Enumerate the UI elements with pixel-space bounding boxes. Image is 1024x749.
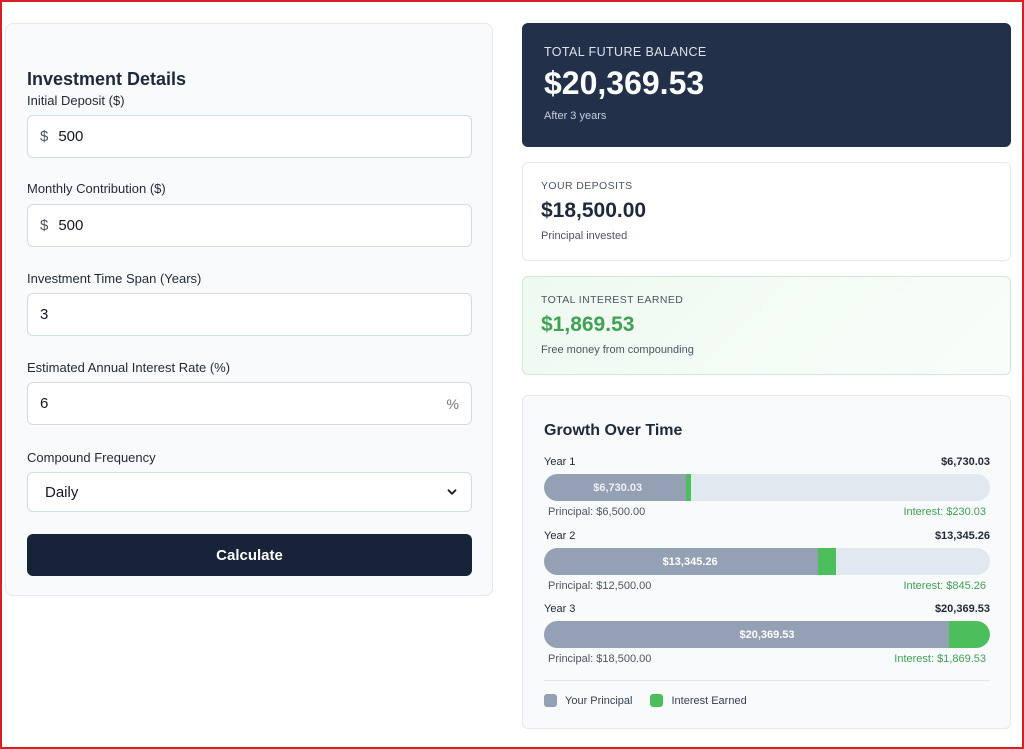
year-label: Year 1: [544, 456, 576, 468]
interest-caption: TOTAL INTEREST EARNED: [541, 294, 684, 306]
interest-segment: [817, 548, 837, 575]
interest-rate-label: Estimated Annual Interest Rate (%): [27, 360, 231, 375]
dollar-prefix: $: [40, 217, 49, 234]
growth-title: Growth Over Time: [544, 422, 683, 439]
interest-card: TOTAL INTEREST EARNED $1,869.53 Free mon…: [522, 276, 1011, 375]
bar-total-label: $20,369.53: [739, 628, 795, 641]
initial-deposit-label: Initial Deposit ($): [27, 93, 125, 108]
deposits-value: $18,500.00: [541, 199, 647, 222]
interest-rate-value: 6: [40, 395, 49, 412]
interest-text: Interest: $1,869.53: [894, 653, 986, 665]
year-row: Year 1 $6,730.03 $6,730.03 Principal: $6…: [544, 456, 990, 518]
form-title: Investment Details: [27, 69, 187, 89]
interest-segment: [686, 474, 692, 501]
interest-value: $1,869.53: [541, 313, 635, 336]
deposits-caption: YOUR DEPOSITS: [541, 180, 633, 192]
principal-text: Principal: $6,500.00: [548, 506, 646, 518]
interest-text: Interest: $845.26: [903, 580, 986, 592]
compound-frequency-value: Daily: [45, 483, 79, 501]
legend-item-interest: Interest Earned: [650, 694, 747, 707]
dollar-prefix: $: [40, 128, 49, 145]
principal-segment: [544, 474, 687, 501]
principal-text: Principal: $12,500.00: [548, 580, 652, 592]
monthly-contribution-value: 500: [58, 217, 84, 234]
interest-text: Interest: $230.03: [903, 506, 986, 518]
total-balance-value: $20,369.53: [544, 65, 705, 101]
total-balance-caption: TOTAL FUTURE BALANCE: [544, 45, 707, 59]
principal-text: Principal: $18,500.00: [548, 653, 652, 665]
interest-sub: Free money from compounding: [541, 344, 694, 356]
year-row: Year 2 $13,345.26 $13,345.26 Principal: …: [544, 530, 990, 592]
growth-legend: Your Principal Interest Earned: [544, 694, 765, 707]
growth-bar: $13,345.26: [544, 548, 990, 575]
monthly-contribution-label: Monthly Contribution ($): [27, 181, 166, 196]
legend-principal-label: Your Principal: [565, 694, 633, 707]
deposits-card: YOUR DEPOSITS $18,500.00 Principal inves…: [522, 162, 1011, 261]
bar-total-label: $6,730.03: [593, 481, 643, 494]
calculate-button[interactable]: Calculate: [27, 534, 472, 576]
year-label: Year 2: [544, 530, 576, 542]
year-label: Year 3: [544, 603, 576, 615]
principal-swatch: [544, 694, 557, 707]
time-span-label: Investment Time Span (Years): [27, 271, 202, 286]
interest-rate-input[interactable]: 6 %: [27, 382, 472, 425]
bar-total-label: $13,345.26: [662, 555, 718, 568]
legend-item-principal: Your Principal: [544, 694, 632, 707]
initial-deposit-value: 500: [58, 128, 84, 145]
year-total: $13,345.26: [934, 530, 990, 542]
percent-suffix: %: [446, 395, 459, 412]
chevron-down-icon: [447, 489, 457, 495]
growth-card: Growth Over Time Year 1 $6,730.03 $6,730…: [522, 395, 1011, 729]
compound-frequency-label: Compound Frequency: [27, 450, 156, 465]
monthly-contribution-input[interactable]: $ 500: [27, 204, 472, 247]
time-span-input[interactable]: 3: [27, 293, 472, 336]
year-total: $6,730.03: [941, 456, 990, 468]
initial-deposit-input[interactable]: $ 500: [27, 115, 472, 158]
growth-bar: $6,730.03: [544, 474, 990, 501]
interest-swatch: [650, 694, 664, 707]
growth-bar: $20,369.53: [544, 621, 990, 648]
year-total: $20,369.53: [934, 603, 990, 615]
legend-divider: [544, 680, 990, 681]
year-row: Year 3 $20,369.53 $20,369.53 Principal: …: [544, 603, 990, 665]
investment-form-card: Investment Details Initial Deposit ($) $…: [5, 23, 493, 596]
interest-segment: [949, 621, 990, 648]
principal-segment: [544, 621, 950, 648]
total-balance-sub: After 3 years: [544, 110, 607, 122]
time-span-value: 3: [40, 306, 49, 323]
deposits-sub: Principal invested: [541, 230, 628, 242]
compound-frequency-select[interactable]: Daily: [27, 472, 472, 512]
principal-segment: [544, 548, 818, 575]
total-balance-card: TOTAL FUTURE BALANCE $20,369.53 After 3 …: [522, 23, 1011, 147]
legend-interest-label: Interest Earned: [671, 694, 747, 707]
